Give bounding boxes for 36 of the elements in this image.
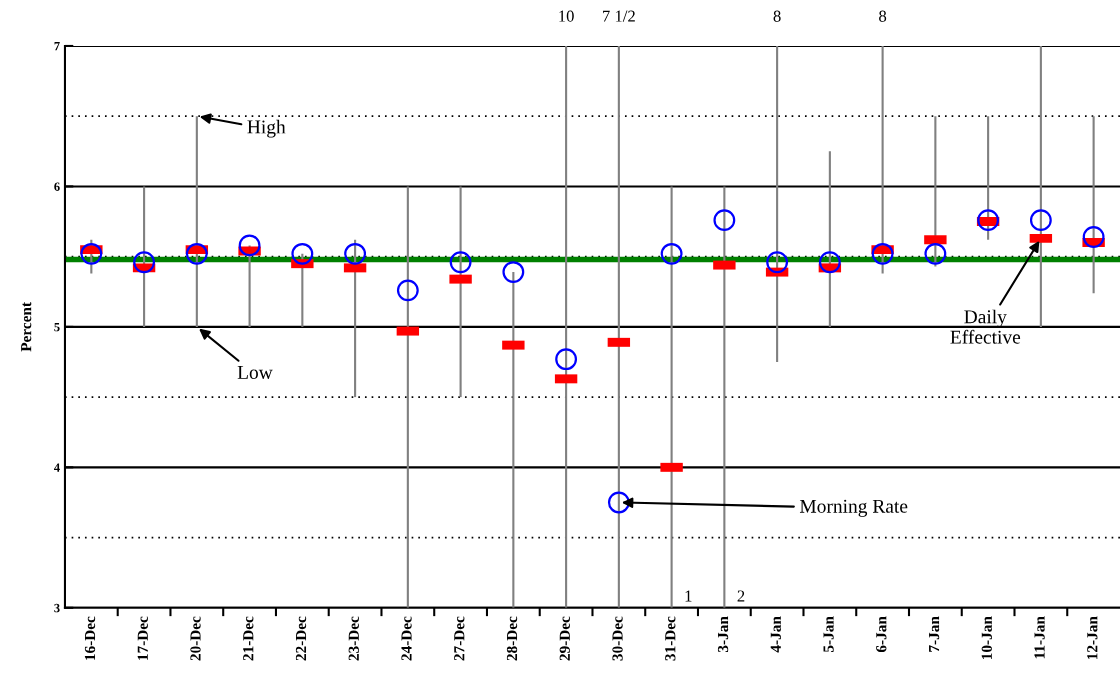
x-tick-label: 29-Dec xyxy=(559,616,570,661)
annotation: 7 1/2 xyxy=(603,10,635,22)
x-tick-label: 28-Dec xyxy=(506,616,518,661)
x-tick-label: 17-Dec xyxy=(137,616,148,660)
x-tick-label: 30-Dec xyxy=(612,616,623,661)
x-tick-label: 5-Jan xyxy=(823,616,834,653)
x-tick-label: 6-Jan xyxy=(876,616,887,653)
annotation: 2 xyxy=(737,590,745,602)
y-tick-label: 7 xyxy=(54,42,60,51)
x-tick-label: 11-Jan xyxy=(1034,616,1045,659)
annotation: High xyxy=(247,119,286,138)
annotation: 10 xyxy=(559,10,574,22)
x-tick-label: 24-Dec xyxy=(401,616,412,661)
annotation: Daily Effective xyxy=(950,309,1021,344)
x-tick-label: 3-Jan xyxy=(717,616,729,653)
x-tick-label: 12-Jan xyxy=(1087,616,1098,660)
annotation: Low xyxy=(237,366,273,379)
x-tick-label: 20-Dec xyxy=(190,616,201,661)
y-tick-label: 5 xyxy=(54,323,60,332)
y-tick-label: 3 xyxy=(54,603,60,613)
x-tick-label: 27-Dec xyxy=(454,616,465,661)
x-tick-label: 22-Dec xyxy=(295,616,307,661)
x-tick-label: 23-Dec xyxy=(348,616,359,661)
annotation: 8 xyxy=(773,10,781,22)
x-tick-label: 7-Jan xyxy=(929,616,940,652)
y-axis-title: Percent xyxy=(21,302,32,352)
annotation: Morning Rate xyxy=(799,499,908,517)
y-tick-label: 6 xyxy=(54,182,60,191)
y-tick-label: 4 xyxy=(54,463,60,472)
x-tick-label: 4-Jan xyxy=(770,616,781,653)
x-tick-label: 10-Jan xyxy=(981,616,992,660)
annotation: 1 xyxy=(685,590,692,602)
x-tick-label: 31-Dec xyxy=(665,616,676,661)
x-tick-label: 21-Dec xyxy=(243,616,254,661)
annotation: 8 xyxy=(879,10,887,22)
x-tick-label: 16-Dec xyxy=(84,616,96,660)
